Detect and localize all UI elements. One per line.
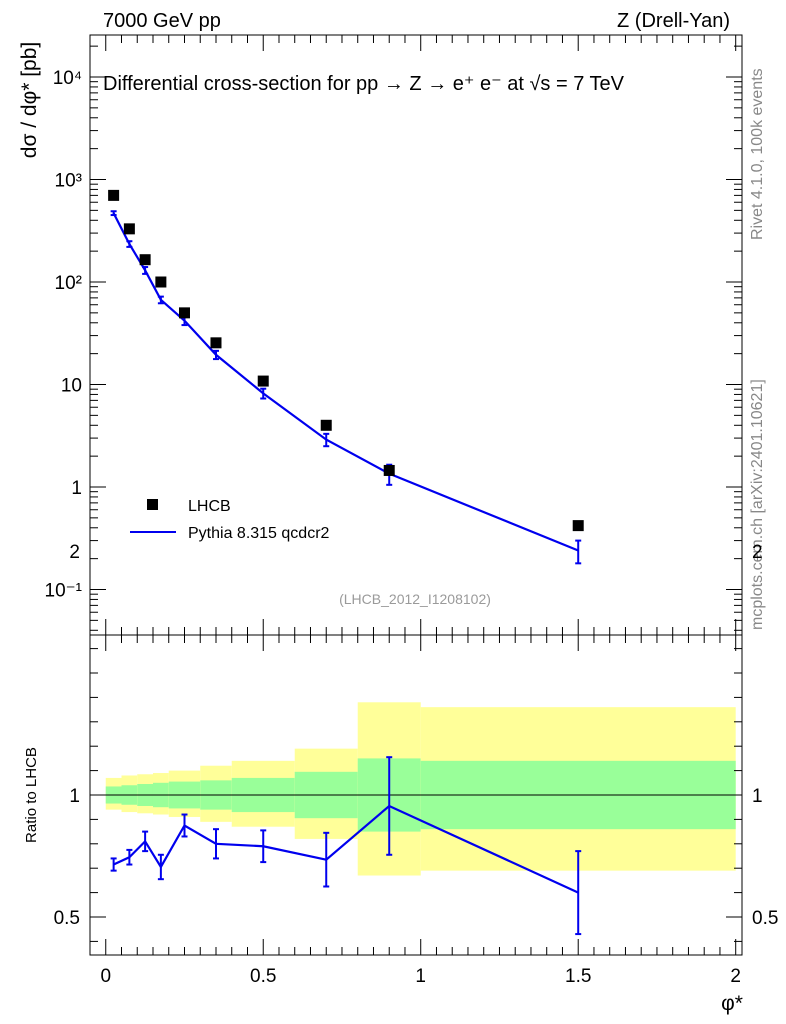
ratio-y-tick-label-right: 2: [752, 542, 763, 563]
ratio-y-tick-label-left: 2: [69, 542, 80, 563]
x-tick-label: 0: [100, 966, 111, 987]
ratio-y-ticks: [90, 648, 742, 942]
ratio-x-ticks: [105, 635, 737, 955]
ratio-y-tick-labels: 0.5 0.5 1 1 2 2: [54, 542, 779, 929]
process-label: Z (Drell-Yan): [617, 10, 730, 32]
main-y-tick-label: 10³: [55, 171, 82, 192]
lhcb-data-point: [210, 337, 222, 349]
main-x-ticks: [105, 35, 737, 635]
main-y-tick-label: 10⁻¹: [45, 581, 83, 602]
ratio-y-tick-label-right: 0.5: [752, 908, 778, 929]
ratio-y-tick-label-right: 1: [752, 786, 763, 807]
main-y-ticks: [90, 45, 742, 631]
main-y-tick-label: 1: [71, 478, 82, 499]
main-y-tick-label: 10²: [55, 273, 82, 294]
energy-label: 7000 GeV pp: [103, 10, 221, 32]
main-y-tick-label: 10⁴: [53, 68, 82, 89]
legend-pythia-label: Pythia 8.315 qcdcr2: [188, 525, 330, 542]
legend: LHCB Pythia 8.315 qcdcr2: [130, 498, 330, 542]
main-panel-marks: [108, 189, 584, 565]
rivet-label: Rivet 4.1.0, 100k events: [749, 68, 766, 240]
lhcb-data-point: [257, 375, 269, 387]
ratio-y-tick-label-left: 1: [69, 786, 80, 807]
x-tick-label: 0.5: [250, 966, 276, 987]
lhcb-data-point: [139, 254, 151, 266]
main-panel-frame: [89, 34, 743, 636]
ratio-x-tick-labels: 0 0.5 1 1.5 2: [100, 966, 741, 987]
lhcb-data-point: [178, 307, 190, 319]
main-chart-title: Differential cross-section for pp → Z → …: [103, 73, 625, 95]
lhcb-data-point: [572, 520, 584, 532]
main-y-axis-label: dσ / dφ* [pb]: [18, 42, 41, 158]
pythia-curve: [112, 212, 579, 552]
mcplots-label: mcplots.cern.ch [arXiv:2401.10621]: [749, 379, 766, 630]
lhcb-data-point: [383, 464, 395, 476]
ratio-y-tick-label-left: 0.5: [54, 908, 80, 929]
ratio-panel: 0.5 0.5 1 1 2 2 0 0.5 1 1.5 2 Ratio to LHCB φ*: [23, 542, 778, 1015]
x-tick-label: 1.5: [565, 966, 591, 987]
ratio-y-axis-label: Ratio to LHCB: [23, 747, 40, 843]
lhcb-data-point: [155, 276, 167, 288]
ratio-marks: [110, 756, 582, 936]
main-y-tick-labels: 10⁻¹ 1 10 10² 10³ 10⁴: [45, 68, 83, 602]
x-tick-label: 1: [415, 966, 426, 987]
lhcb-data-point: [108, 189, 120, 201]
lhcb-data-point: [123, 223, 135, 235]
x-axis-label: φ*: [721, 992, 743, 1015]
analysis-tag: (LHCB_2012_I1208102): [339, 591, 491, 607]
ratio-curve: [113, 804, 579, 894]
legend-lhcb-label: LHCB: [188, 498, 231, 515]
main-y-tick-label: 10: [61, 376, 82, 397]
x-tick-label: 2: [730, 966, 741, 987]
ratio-bands: [105, 702, 736, 876]
legend-lhcb-marker: [147, 499, 158, 510]
lhcb-data-point: [320, 419, 332, 431]
main-panel: 10⁻¹ 1 10 10² 10³ 10⁴ Differential cross-sect…: [18, 34, 743, 636]
